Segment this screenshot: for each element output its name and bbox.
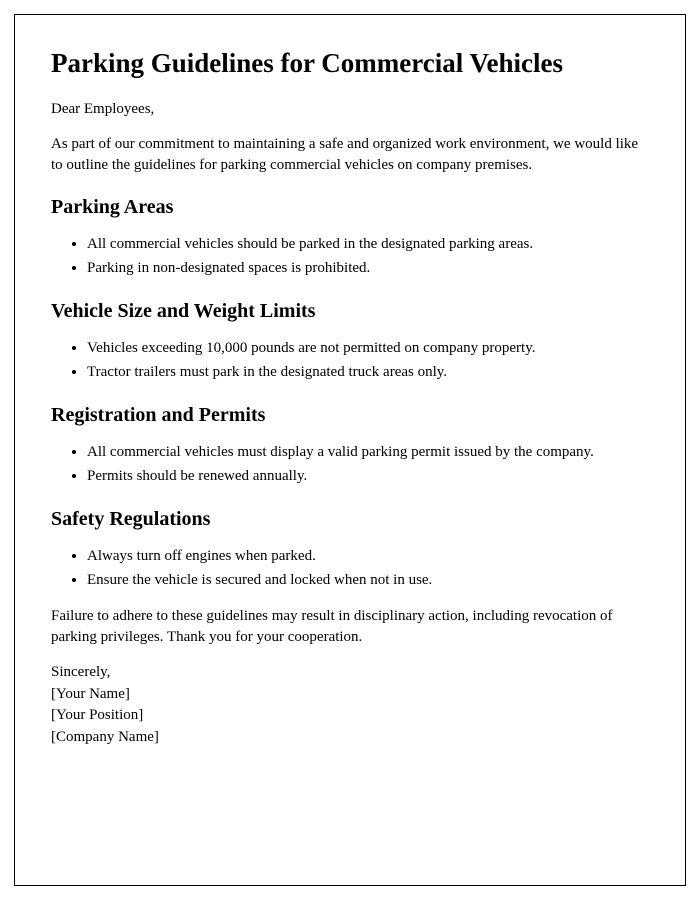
signature-company: [Company Name] bbox=[51, 727, 649, 749]
signature-name: [Your Name] bbox=[51, 684, 649, 706]
section-heading: Registration and Permits bbox=[51, 404, 649, 427]
section-list: All commercial vehicles must display a v… bbox=[87, 441, 649, 488]
closing-paragraph: Failure to adhere to these guidelines ma… bbox=[51, 606, 649, 648]
list-item: Tractor trailers must park in the design… bbox=[87, 361, 649, 384]
list-item: Parking in non-designated spaces is proh… bbox=[87, 257, 649, 280]
document-title: Parking Guidelines for Commercial Vehicl… bbox=[51, 47, 649, 81]
list-item: All commercial vehicles must display a v… bbox=[87, 441, 649, 464]
section-heading: Vehicle Size and Weight Limits bbox=[51, 300, 649, 323]
intro-paragraph: As part of our commitment to maintaining… bbox=[51, 134, 649, 176]
list-item: Vehicles exceeding 10,000 pounds are not… bbox=[87, 337, 649, 360]
list-item: Permits should be renewed annually. bbox=[87, 465, 649, 488]
list-item: All commercial vehicles should be parked… bbox=[87, 233, 649, 256]
signature-position: [Your Position] bbox=[51, 705, 649, 727]
section-list: Always turn off engines when parked. Ens… bbox=[87, 545, 649, 592]
salutation: Dear Employees, bbox=[51, 99, 649, 120]
section-heading: Safety Regulations bbox=[51, 508, 649, 531]
signature-block: Sincerely, [Your Name] [Your Position] [… bbox=[51, 662, 649, 749]
document-container: Parking Guidelines for Commercial Vehicl… bbox=[14, 14, 686, 886]
list-item: Ensure the vehicle is secured and locked… bbox=[87, 569, 649, 592]
list-item: Always turn off engines when parked. bbox=[87, 545, 649, 568]
valediction: Sincerely, bbox=[51, 662, 649, 684]
section-list: All commercial vehicles should be parked… bbox=[87, 233, 649, 280]
section-list: Vehicles exceeding 10,000 pounds are not… bbox=[87, 337, 649, 384]
section-heading: Parking Areas bbox=[51, 196, 649, 219]
